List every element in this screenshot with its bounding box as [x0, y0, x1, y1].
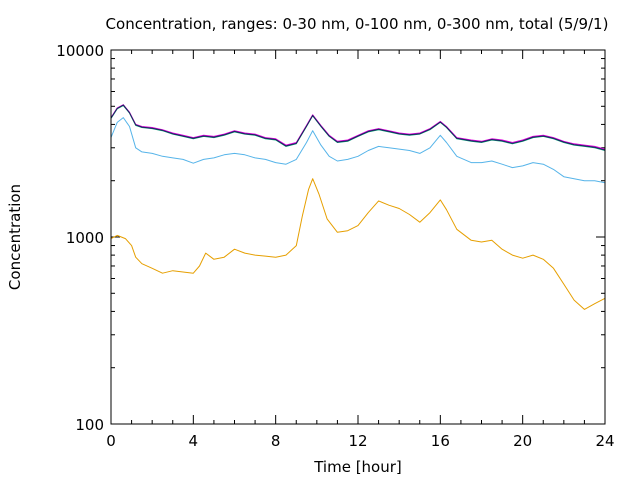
- series-line-5: [110, 104, 606, 151]
- x-tick-label: 4: [189, 432, 199, 450]
- chart-title: Concentration, ranges: 0-30 nm, 0-100 nm…: [106, 15, 609, 33]
- x-tick-label: 20: [513, 432, 532, 450]
- y-axis: 100 1000 10000: [56, 42, 605, 434]
- series-line-1: [110, 178, 606, 310]
- x-axis-label: Time [hour]: [313, 458, 402, 476]
- y-tick-label: 10000: [56, 42, 104, 60]
- plot-frame: [110, 49, 606, 425]
- y-tick-label: 100: [75, 416, 104, 434]
- plot-area: [110, 104, 606, 310]
- x-tick-label: 0: [106, 432, 116, 450]
- x-tick-label: 16: [431, 432, 450, 450]
- series-line-4: [110, 104, 606, 150]
- y-axis-label: Concentration: [6, 184, 24, 290]
- x-axis: 0 4 8 12 16 20 24: [106, 50, 615, 450]
- series-line-3: [110, 105, 606, 151]
- x-tick-label: 24: [595, 432, 614, 450]
- x-tick-label: 12: [348, 432, 367, 450]
- series-line-2: [110, 117, 606, 184]
- y-tick-label: 1000: [66, 229, 104, 247]
- x-tick-label: 8: [271, 432, 281, 450]
